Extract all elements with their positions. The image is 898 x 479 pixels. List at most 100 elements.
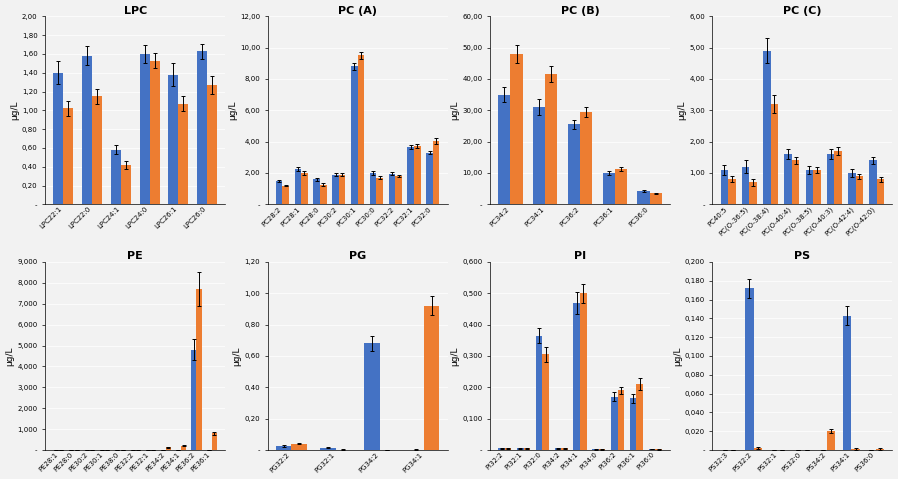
Bar (615, 169, 627, 205)
Bar (181, 446, 187, 450)
Bar (320, 185, 327, 205)
Bar (561, 448, 568, 450)
Title: PS: PS (795, 251, 811, 261)
Bar (542, 354, 549, 450)
Title: PC (B): PC (B) (560, 6, 600, 15)
Bar (611, 397, 618, 450)
Y-axis label: µg/L: µg/L (228, 101, 237, 120)
Bar (721, 170, 728, 205)
Bar (365, 343, 380, 450)
Bar (656, 449, 662, 450)
Bar (64, 108, 74, 205)
Bar (150, 60, 160, 205)
Y-axis label: µg/L: µg/L (451, 101, 460, 120)
Bar (851, 449, 860, 450)
Bar (505, 448, 511, 450)
Bar (276, 446, 291, 450)
Bar (827, 431, 835, 450)
Title: PI: PI (574, 251, 586, 261)
Bar (637, 384, 643, 450)
Bar (376, 178, 383, 205)
Y-axis label: µg/L: µg/L (5, 346, 14, 366)
Bar (649, 194, 662, 205)
Bar (179, 104, 189, 205)
Bar (618, 390, 624, 450)
Bar (197, 289, 202, 450)
Bar (282, 185, 289, 205)
Bar (742, 167, 749, 205)
Bar (166, 447, 172, 450)
Y-axis label: µg/L: µg/L (451, 346, 460, 366)
Bar (869, 160, 876, 205)
Bar (763, 51, 770, 205)
Bar (121, 165, 131, 205)
Bar (320, 447, 336, 450)
Bar (848, 173, 856, 205)
Bar (517, 448, 524, 450)
Bar (301, 173, 308, 205)
Bar (603, 173, 615, 205)
Bar (856, 176, 863, 205)
Bar (533, 107, 545, 205)
Bar (876, 449, 885, 450)
Bar (168, 75, 179, 205)
Bar (414, 147, 420, 205)
Bar (593, 449, 599, 450)
Bar (357, 56, 365, 205)
Bar (784, 154, 792, 205)
Bar (332, 174, 339, 205)
Bar (806, 170, 813, 205)
Bar (555, 448, 561, 450)
Bar (498, 95, 510, 205)
Bar (827, 154, 834, 205)
Bar (629, 398, 637, 450)
Bar (313, 179, 320, 205)
Bar (792, 160, 799, 205)
Bar (276, 181, 282, 205)
Bar (580, 112, 592, 205)
Y-axis label: µg/L: µg/L (677, 101, 686, 120)
Bar (834, 151, 841, 205)
Bar (408, 147, 414, 205)
Bar (433, 141, 439, 205)
Bar (770, 104, 778, 205)
Bar (197, 51, 207, 205)
Bar (568, 125, 580, 205)
Bar (427, 153, 433, 205)
Bar (813, 170, 821, 205)
Bar (536, 336, 542, 450)
Bar (110, 150, 121, 205)
Bar (574, 303, 580, 450)
Bar (207, 85, 217, 205)
Bar (339, 174, 346, 205)
Bar (82, 56, 92, 205)
Title: PE: PE (128, 251, 143, 261)
Bar (139, 54, 150, 205)
Bar (638, 191, 649, 205)
Title: PG: PG (349, 251, 366, 261)
Bar (498, 448, 505, 450)
Y-axis label: µg/L: µg/L (10, 101, 19, 120)
Bar (599, 449, 605, 450)
Bar (753, 448, 762, 450)
Bar (395, 176, 401, 205)
Bar (291, 444, 307, 450)
Bar (424, 306, 439, 450)
Bar (351, 67, 357, 205)
Bar (524, 448, 530, 450)
Bar (842, 316, 851, 450)
Title: LPC: LPC (124, 6, 147, 15)
Y-axis label: µg/L: µg/L (233, 346, 242, 366)
Bar (370, 173, 376, 205)
Title: PC (A): PC (A) (339, 6, 377, 15)
Bar (212, 433, 217, 450)
Bar (545, 74, 558, 205)
Bar (580, 293, 586, 450)
Bar (510, 54, 523, 205)
Bar (728, 179, 735, 205)
Bar (295, 169, 301, 205)
Bar (648, 449, 656, 450)
Y-axis label: µg/L: µg/L (673, 346, 682, 366)
Bar (749, 182, 757, 205)
Bar (389, 174, 395, 205)
